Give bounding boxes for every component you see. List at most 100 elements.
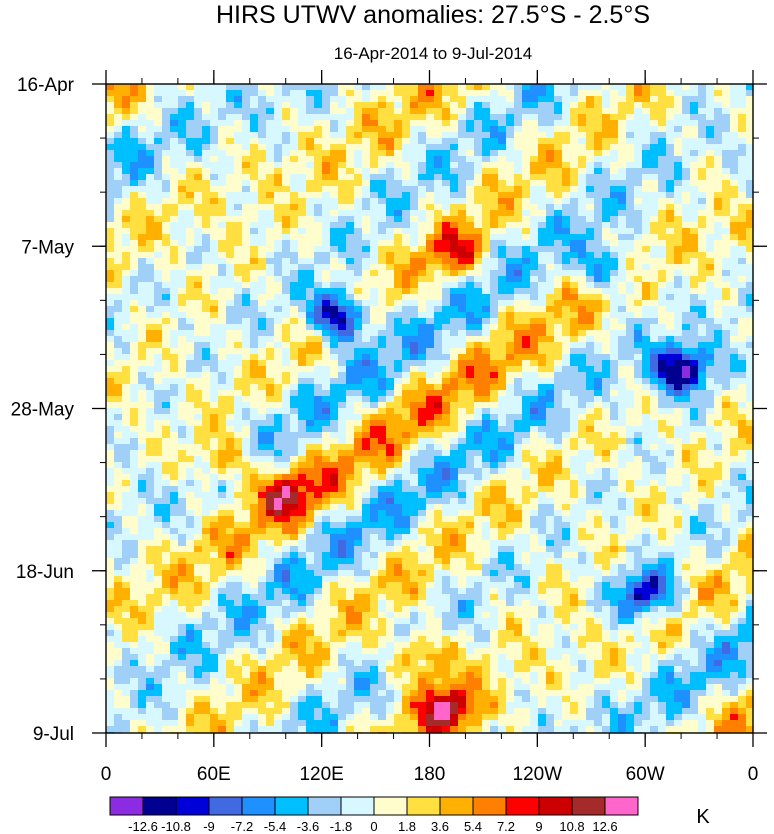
heatmap-cell bbox=[650, 186, 659, 193]
heatmap-cell bbox=[434, 204, 443, 211]
heatmap-cell bbox=[250, 90, 259, 97]
heatmap-cell bbox=[690, 432, 699, 439]
heatmap-cell bbox=[434, 162, 443, 169]
heatmap-cell bbox=[586, 132, 595, 139]
heatmap-cell bbox=[194, 378, 203, 385]
heatmap-cell bbox=[666, 150, 675, 157]
heatmap-cell bbox=[610, 306, 619, 313]
heatmap-cell bbox=[466, 240, 475, 247]
heatmap-cell bbox=[154, 102, 163, 109]
heatmap-cell bbox=[466, 192, 475, 199]
heatmap-cell bbox=[706, 348, 715, 355]
heatmap-cell bbox=[242, 234, 251, 241]
heatmap-cell bbox=[466, 246, 475, 253]
heatmap-cell bbox=[282, 162, 291, 169]
heatmap-cell bbox=[250, 234, 259, 241]
heatmap-cell bbox=[306, 342, 315, 349]
heatmap-cell bbox=[514, 378, 523, 385]
heatmap-cell bbox=[202, 354, 211, 361]
heatmap-cell bbox=[322, 96, 331, 103]
heatmap-cell bbox=[250, 348, 259, 355]
heatmap-cell bbox=[674, 132, 683, 139]
heatmap-cell bbox=[370, 108, 379, 115]
heatmap-cell bbox=[162, 282, 171, 289]
heatmap-cell bbox=[730, 186, 739, 193]
heatmap-cell bbox=[706, 360, 715, 367]
heatmap-cell bbox=[634, 438, 643, 445]
heatmap-cell bbox=[250, 360, 259, 367]
heatmap-cell bbox=[226, 102, 235, 109]
heatmap-cell bbox=[394, 366, 403, 373]
heatmap-cell bbox=[690, 252, 699, 259]
heatmap-cell bbox=[586, 192, 595, 199]
heatmap-cell bbox=[466, 90, 475, 97]
heatmap-cell bbox=[378, 324, 387, 331]
heatmap-cell bbox=[250, 414, 259, 421]
heatmap-cell bbox=[362, 108, 371, 115]
heatmap-cell bbox=[242, 282, 251, 289]
heatmap-cell bbox=[642, 264, 651, 271]
heatmap-cell bbox=[338, 402, 347, 409]
heatmap-cell bbox=[338, 264, 347, 271]
heatmap-cell bbox=[146, 366, 155, 373]
heatmap-cell bbox=[618, 444, 627, 451]
heatmap-cell bbox=[170, 414, 179, 421]
heatmap-cell bbox=[330, 432, 339, 439]
heatmap-cell bbox=[594, 414, 603, 421]
heatmap-cell bbox=[362, 144, 371, 151]
heatmap-cell bbox=[442, 168, 451, 175]
heatmap-cell bbox=[498, 192, 507, 199]
heatmap-cell bbox=[482, 444, 491, 451]
heatmap-cell bbox=[578, 198, 587, 205]
heatmap-cell bbox=[186, 84, 195, 91]
heatmap-cell bbox=[250, 84, 259, 91]
heatmap-cell bbox=[730, 414, 739, 421]
heatmap-cell bbox=[442, 330, 451, 337]
heatmap-cell bbox=[602, 348, 611, 355]
heatmap-cell bbox=[546, 144, 555, 151]
heatmap-cell bbox=[490, 384, 499, 391]
heatmap-cell bbox=[722, 258, 731, 265]
heatmap-cell bbox=[162, 300, 171, 307]
heatmap-cell bbox=[250, 96, 259, 103]
heatmap-cell bbox=[706, 180, 715, 187]
heatmap-cell bbox=[162, 444, 171, 451]
heatmap-cell bbox=[130, 90, 139, 97]
heatmap-cell bbox=[402, 384, 411, 391]
heatmap-cell bbox=[490, 342, 499, 349]
heatmap-cell bbox=[738, 324, 747, 331]
heatmap-cell bbox=[514, 318, 523, 325]
heatmap-cell bbox=[458, 396, 467, 403]
heatmap-cell bbox=[730, 396, 739, 403]
heatmap-cell bbox=[602, 252, 611, 259]
heatmap-cell bbox=[114, 426, 123, 433]
heatmap-cell bbox=[634, 432, 643, 439]
heatmap-cell bbox=[290, 264, 299, 271]
heatmap-cell bbox=[210, 384, 219, 391]
heatmap-cell bbox=[138, 114, 147, 121]
heatmap-cell bbox=[386, 204, 395, 211]
heatmap-cell bbox=[538, 240, 547, 247]
heatmap-cell bbox=[474, 264, 483, 271]
heatmap-cell bbox=[122, 240, 131, 247]
heatmap-cell bbox=[258, 246, 267, 253]
chart-title: HIRS UTWV anomalies: 27.5°S - 2.5°S bbox=[216, 1, 650, 29]
heatmap-cell bbox=[138, 150, 147, 157]
heatmap-cell bbox=[274, 294, 283, 301]
heatmap-cell bbox=[418, 90, 427, 97]
heatmap-cell bbox=[482, 222, 491, 229]
heatmap-cell bbox=[634, 288, 643, 295]
heatmap-cell bbox=[130, 144, 139, 151]
heatmap-cell bbox=[346, 162, 355, 169]
heatmap-cell bbox=[370, 222, 379, 229]
heatmap-cell bbox=[394, 198, 403, 205]
heatmap-cell bbox=[178, 444, 187, 451]
heatmap-cell bbox=[730, 168, 739, 175]
heatmap-cell bbox=[578, 402, 587, 409]
heatmap-cell bbox=[610, 144, 619, 151]
heatmap-cell bbox=[634, 420, 643, 427]
heatmap-cell bbox=[586, 396, 595, 403]
heatmap-cell bbox=[682, 288, 691, 295]
heatmap-cell bbox=[578, 120, 587, 127]
heatmap-cell bbox=[658, 186, 667, 193]
